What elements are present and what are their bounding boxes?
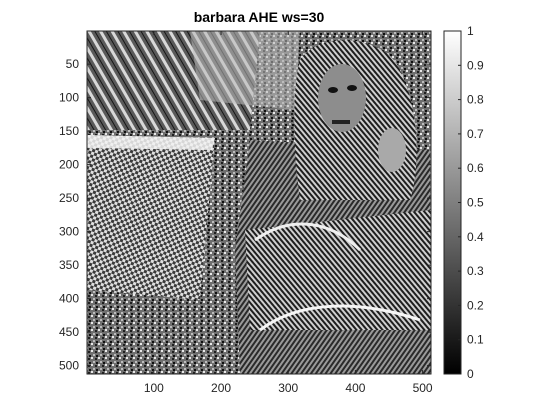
axes-box [86, 30, 432, 375]
y-tick-label: 450 [59, 325, 79, 339]
y-tick-label: 150 [59, 124, 79, 138]
colorbar-tick-label: 0.9 [467, 58, 484, 72]
colorbar-tick-label: 0.5 [467, 196, 484, 210]
colorbar-tick-label: 0.2 [467, 298, 484, 312]
colorbar-tick-label: 0.8 [467, 93, 484, 107]
y-tick-label: 250 [59, 191, 79, 205]
heatmap-image [87, 31, 431, 374]
x-tick-label: 100 [144, 381, 164, 395]
x-tick-label: 300 [278, 381, 298, 395]
y-tick-label: 300 [59, 225, 79, 239]
colorbar-tick-label: 0.7 [467, 127, 484, 141]
colorbar-ticks: 0 0.1 0.2 0.3 0.4 0.5 0.6 0.7 0.8 0.9 1 [458, 24, 484, 381]
x-tick-label: 400 [345, 381, 365, 395]
y-tick-label: 400 [59, 292, 79, 306]
x-axis-ticks: 100 200 300 400 500 [144, 31, 433, 395]
y-tick-label: 100 [59, 91, 79, 105]
colorbar-tick-label: 0.6 [467, 161, 484, 175]
y-tick-label: 200 [59, 158, 79, 172]
colorbar-tick-label: 1 [467, 24, 474, 38]
y-tick-label: 350 [59, 258, 79, 272]
x-tick-label: 500 [413, 381, 433, 395]
y-axis-ticks: 50 100 150 200 250 300 350 400 450 500 [59, 57, 431, 373]
chart-title: barbara AHE ws=30 [194, 9, 325, 25]
y-tick-label: 50 [66, 57, 80, 71]
y-tick-label: 500 [59, 359, 79, 373]
colorbar-tick-label: 0.3 [467, 264, 484, 278]
colorbar-tick-label: 0.1 [467, 333, 484, 347]
x-tick-label: 200 [211, 381, 231, 395]
colorbar-tick-label: 0 [467, 367, 474, 381]
colorbar-tick-label: 0.4 [467, 230, 484, 244]
